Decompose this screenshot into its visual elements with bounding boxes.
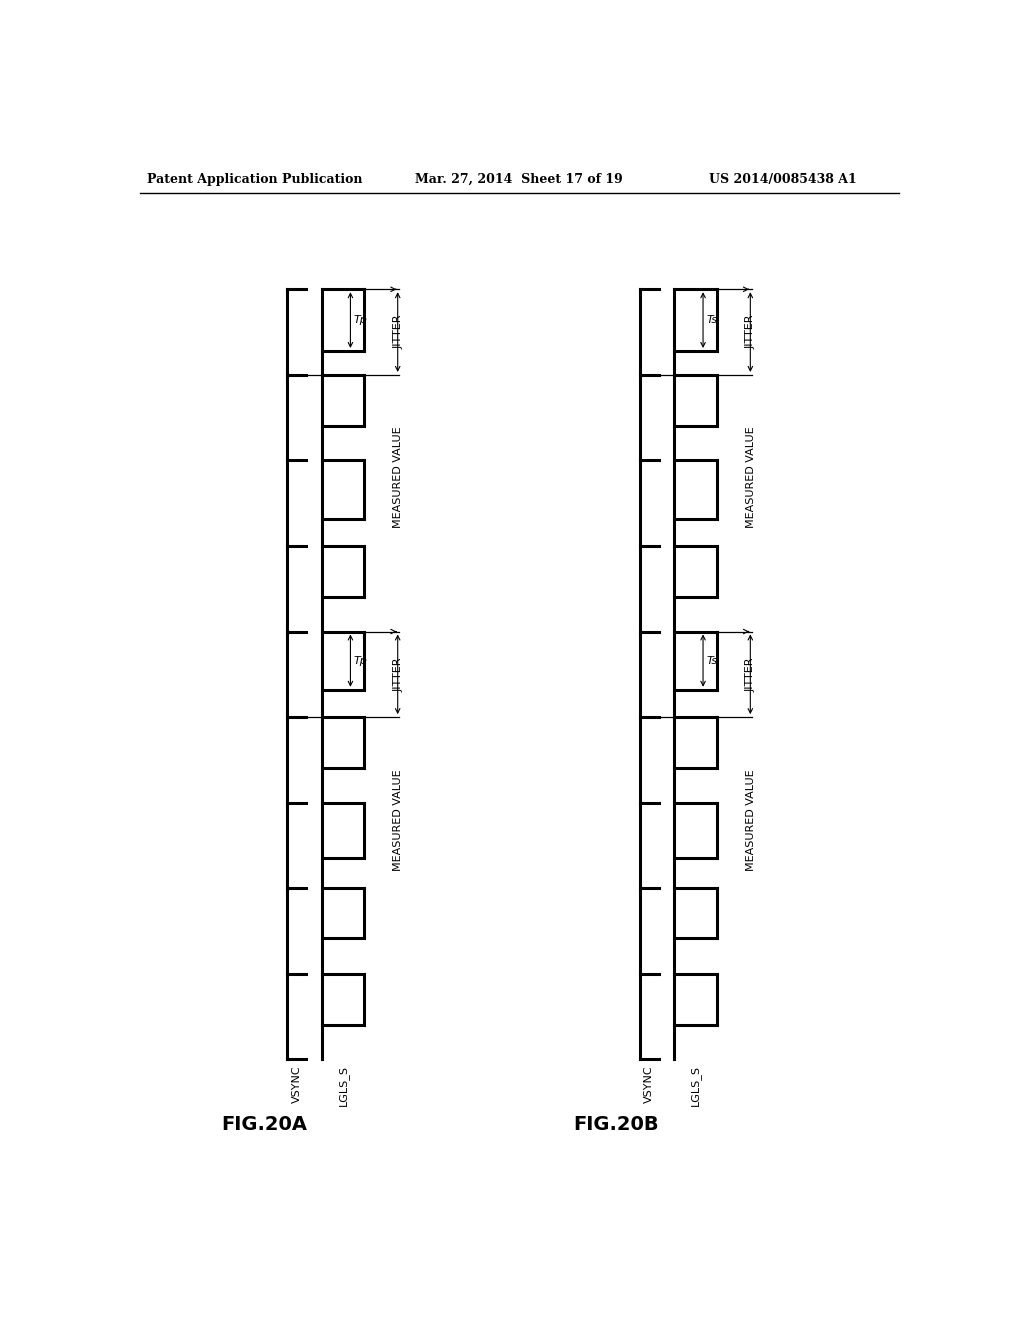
- Text: Tp: Tp: [353, 656, 368, 665]
- Text: JITTER: JITTER: [393, 315, 403, 350]
- Text: Patent Application Publication: Patent Application Publication: [147, 173, 362, 186]
- Text: FIG.20B: FIG.20B: [573, 1115, 659, 1134]
- Text: FIG.20A: FIG.20A: [221, 1115, 307, 1134]
- Text: JITTER: JITTER: [393, 657, 403, 692]
- Text: MEASURED VALUE: MEASURED VALUE: [393, 770, 403, 871]
- Text: LGLS_S: LGLS_S: [690, 1065, 701, 1106]
- Text: JITTER: JITTER: [745, 315, 756, 350]
- Text: Tp: Tp: [353, 315, 368, 325]
- Text: VSYNC: VSYNC: [644, 1065, 654, 1104]
- Text: LGLS_S: LGLS_S: [338, 1065, 348, 1106]
- Text: Mar. 27, 2014  Sheet 17 of 19: Mar. 27, 2014 Sheet 17 of 19: [415, 173, 623, 186]
- Text: MEASURED VALUE: MEASURED VALUE: [745, 770, 756, 871]
- Text: MEASURED VALUE: MEASURED VALUE: [393, 426, 403, 528]
- Text: MEASURED VALUE: MEASURED VALUE: [745, 426, 756, 528]
- Text: JITTER: JITTER: [745, 657, 756, 692]
- Text: Ts: Ts: [707, 315, 717, 325]
- Text: US 2014/0085438 A1: US 2014/0085438 A1: [710, 173, 857, 186]
- Text: Ts: Ts: [707, 656, 717, 665]
- Text: VSYNC: VSYNC: [292, 1065, 301, 1104]
